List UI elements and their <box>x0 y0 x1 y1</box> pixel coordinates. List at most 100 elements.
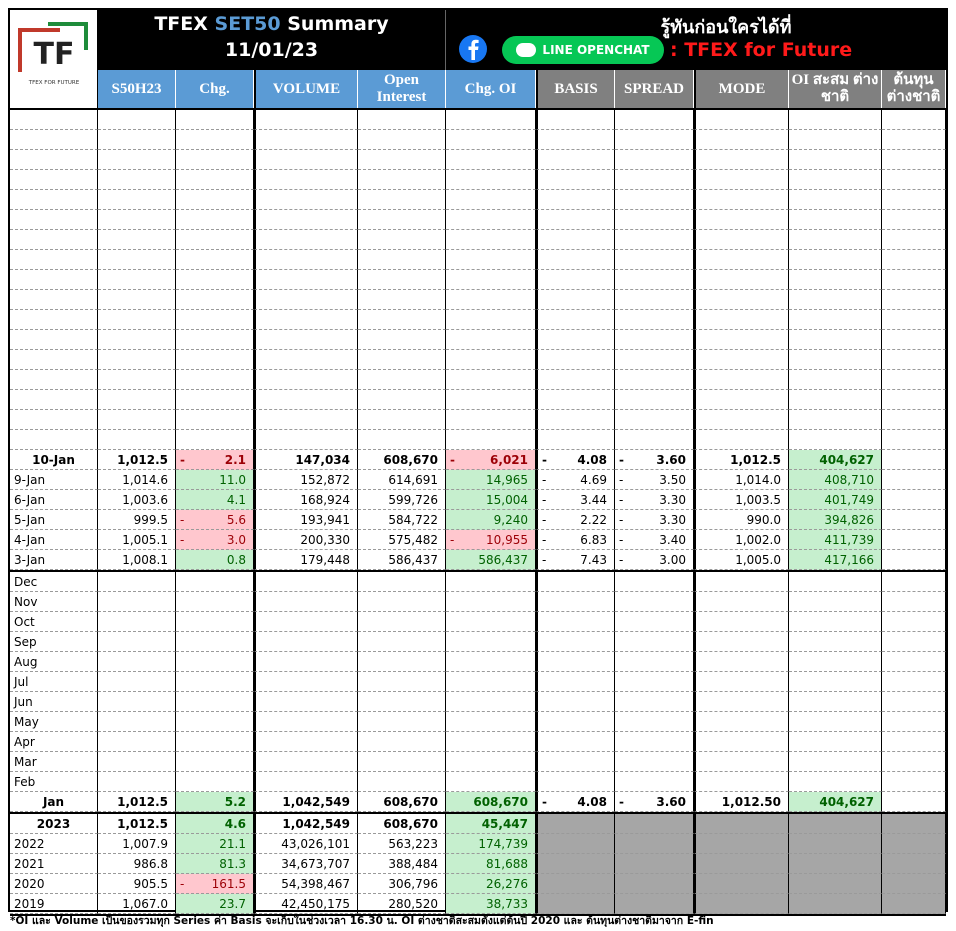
cell <box>10 290 98 310</box>
cell <box>694 712 789 732</box>
cell: Dec <box>10 572 98 592</box>
cell <box>615 712 694 732</box>
cell <box>615 310 694 330</box>
cell <box>536 170 615 190</box>
cell <box>446 632 536 652</box>
cell: 200,330 <box>254 530 358 550</box>
cell <box>98 572 176 592</box>
section-rule <box>10 812 946 814</box>
sign: - <box>619 794 624 809</box>
cell <box>789 290 882 310</box>
cell <box>789 230 882 250</box>
cell <box>446 752 536 772</box>
cell <box>254 290 358 310</box>
cell <box>789 430 882 450</box>
cell: - 4.08 <box>536 450 615 470</box>
cell <box>789 310 882 330</box>
cell <box>254 712 358 732</box>
column-header: S50H23 <box>98 70 176 108</box>
cell <box>98 612 176 632</box>
cell: 608,670 <box>446 792 536 812</box>
cell <box>882 450 946 470</box>
cell <box>358 390 446 410</box>
cell: 14,965 <box>446 470 536 490</box>
cell <box>882 592 946 612</box>
sign: - <box>180 532 185 547</box>
sign: - <box>619 472 624 487</box>
cell <box>10 110 98 130</box>
cell <box>694 430 789 450</box>
cell <box>615 410 694 430</box>
cell <box>446 170 536 190</box>
cell <box>882 510 946 530</box>
cell <box>358 430 446 450</box>
cell <box>882 814 946 834</box>
value: 3.00 <box>659 552 686 567</box>
cell <box>882 310 946 330</box>
cell: 1,012.50 <box>694 792 789 812</box>
cell: 26,276 <box>446 874 536 894</box>
cell <box>882 330 946 350</box>
channel-name: : TFEX for Future <box>670 39 853 61</box>
cell <box>882 390 946 410</box>
cell: 5.2 <box>176 792 254 812</box>
cell: - 3.00 <box>615 550 694 570</box>
cell <box>789 250 882 270</box>
cell <box>358 370 446 390</box>
sign: - <box>619 492 624 507</box>
cell <box>615 430 694 450</box>
cell: 2019 <box>10 894 98 914</box>
cell: 411,739 <box>789 530 882 550</box>
cell: Jun <box>10 692 98 712</box>
column-header: SPREAD <box>615 70 694 108</box>
cell: - 3.50 <box>615 470 694 490</box>
cell <box>98 430 176 450</box>
cell <box>10 350 98 370</box>
cell <box>176 290 254 310</box>
cell <box>882 270 946 290</box>
cell <box>694 672 789 692</box>
cell <box>358 170 446 190</box>
cell <box>176 390 254 410</box>
cell <box>446 210 536 230</box>
cell: 1,005.1 <box>98 530 176 550</box>
cell <box>536 592 615 612</box>
cell <box>615 632 694 652</box>
cell <box>789 330 882 350</box>
cell <box>615 814 694 834</box>
cell <box>694 190 789 210</box>
cell <box>98 310 176 330</box>
cell <box>882 792 946 812</box>
cell <box>789 612 882 632</box>
cell <box>694 230 789 250</box>
cell <box>98 270 176 290</box>
cell: 38,733 <box>446 894 536 914</box>
value: 4.69 <box>580 472 607 487</box>
cell <box>10 310 98 330</box>
value: 3.0 <box>226 532 246 547</box>
cell <box>358 732 446 752</box>
sign: - <box>619 552 624 567</box>
cell <box>694 370 789 390</box>
value: 4.08 <box>577 794 607 809</box>
cell <box>98 210 176 230</box>
title-part: SET50 <box>214 13 281 35</box>
cell <box>536 854 615 874</box>
cell <box>882 130 946 150</box>
cell <box>176 592 254 612</box>
cell <box>789 210 882 230</box>
cell <box>615 772 694 792</box>
cell <box>446 652 536 672</box>
cell <box>694 390 789 410</box>
cell <box>10 190 98 210</box>
cell: - 6,021 <box>446 450 536 470</box>
cell: 586,437 <box>446 550 536 570</box>
column-header: OI สะสม ต่างชาติ <box>789 70 882 108</box>
cell <box>694 310 789 330</box>
cell <box>254 632 358 652</box>
cell <box>358 250 446 270</box>
cell: 15,004 <box>446 490 536 510</box>
cell <box>446 230 536 250</box>
cell: 81,688 <box>446 854 536 874</box>
cell: - 3.30 <box>615 490 694 510</box>
